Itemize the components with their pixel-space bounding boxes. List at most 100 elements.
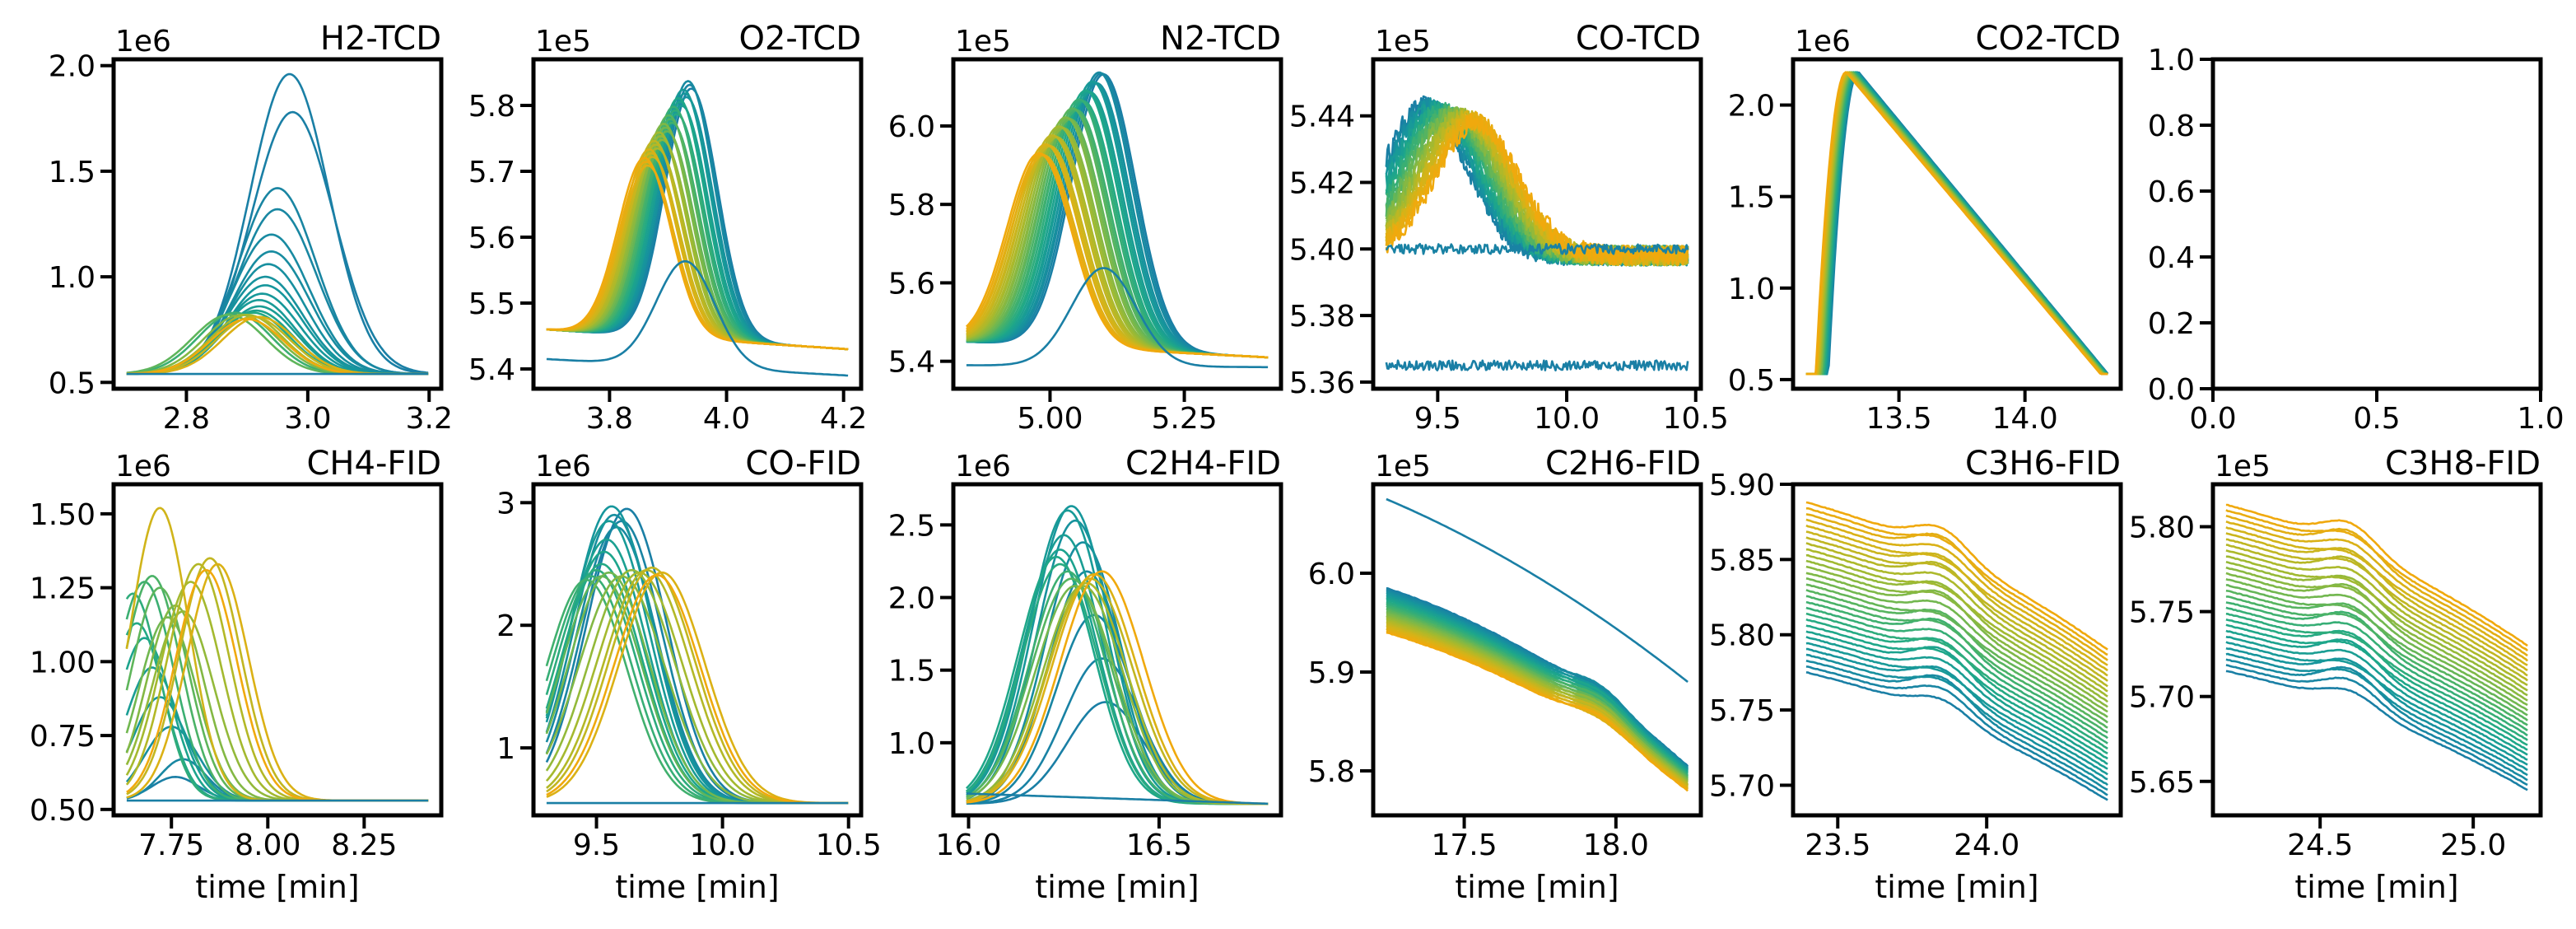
chart-panel-9: 17.5 18.0 5.8 5.9 6.0 1e5 C2H6-FID time [min] [1308, 445, 1703, 905]
series-line-23 [1386, 624, 1689, 788]
axes-frame [951, 482, 1283, 818]
x-axis-label: time [min] [1455, 869, 1619, 905]
y-tick-label: 0.75 [30, 720, 95, 754]
series-line-12 [1386, 607, 1689, 778]
x-tick-label: 10.5 [1663, 402, 1729, 436]
y-tick-label: 5.8 [468, 90, 515, 124]
y-tick-label: 3 [496, 487, 515, 521]
series-line-27 [1805, 71, 2108, 376]
series-line-19 [1386, 618, 1689, 784]
series-line-24 [1385, 359, 1689, 371]
x-tick-label: 8.25 [331, 829, 397, 862]
axis-multiplier: 1e6 [115, 450, 171, 483]
axes-frame [2210, 482, 2543, 818]
series-line-29 [965, 152, 1269, 359]
y-tick-label: 0.4 [2148, 241, 2195, 275]
y-tick-label: 2.5 [888, 509, 935, 543]
y-tick-label: 0.5 [49, 366, 95, 400]
series-group [965, 505, 1269, 805]
y-tick-label: 5.6 [888, 267, 935, 301]
series-line-4 [126, 233, 429, 376]
y-tick-label: 5.85 [1709, 544, 1775, 577]
x-tick-label: 10.5 [816, 829, 882, 862]
chart-title: CO2-TCD [1976, 20, 2121, 58]
y-tick-label: 0.6 [2148, 175, 2195, 209]
y-tick-label: 1.5 [49, 156, 95, 189]
series-line-21 [1805, 548, 2108, 693]
axis-multiplier: 1e6 [1795, 25, 1851, 58]
series-line-23 [1805, 536, 2108, 682]
chart-panel-2: 5.00 5.25 5.4 5.6 5.8 6.0 1e5 N2-TCD [888, 20, 1283, 436]
series-line-29 [546, 156, 849, 351]
axis-multiplier: 1e6 [115, 25, 171, 58]
series-line-30 [966, 267, 1269, 369]
chart-title: N2-TCD [1160, 20, 1281, 58]
series-line-20 [2225, 555, 2528, 692]
axes-frame [1791, 57, 2123, 391]
chart-title: O2-TCD [738, 20, 861, 58]
series-line-2 [1386, 590, 1689, 769]
chart-title: C2H4-FID [1125, 445, 1281, 483]
series-line-11 [1805, 606, 2108, 745]
x-tick-label: 0.0 [2189, 402, 2236, 436]
series-line-29 [2225, 503, 2528, 647]
x-tick-label: 3.8 [586, 402, 633, 436]
series-line-6 [1805, 636, 2108, 770]
series-line-0 [2225, 670, 2528, 791]
y-tick-label: 5.7 [468, 156, 515, 189]
series-line-9 [1386, 601, 1689, 775]
y-tick-label: 5.40 [1289, 233, 1355, 267]
chart-panel-3: 9.5 10.0 10.5 5.36 5.38 5.40 5.42 5.44 1e5 CO-TCD [1289, 20, 1729, 436]
series-line-21 [2225, 549, 2528, 686]
chart-title: CH4-FID [307, 445, 442, 483]
axes-frame [1791, 482, 2123, 818]
y-tick-label: 1.0 [49, 261, 95, 295]
x-axis-label: time [min] [2294, 869, 2458, 905]
axis-multiplier: 1e6 [535, 450, 591, 483]
series-line-15 [2225, 584, 2528, 717]
y-tick-label: 2 [496, 609, 515, 643]
y-tick-label: 1.50 [30, 498, 95, 532]
axis-multiplier: 1e5 [1375, 450, 1431, 483]
series-group [125, 507, 429, 802]
y-tick-label: 5.75 [1709, 694, 1775, 728]
y-tick-label: 5.80 [1709, 619, 1775, 653]
x-tick-label: 3.2 [406, 402, 453, 436]
y-tick-label: 1.00 [30, 646, 95, 679]
series-line-7 [1805, 630, 2108, 765]
series-line-22 [1386, 623, 1689, 787]
x-tick-label: 3.0 [284, 402, 331, 436]
y-tick-label: 1.0 [1728, 273, 1775, 306]
y-tick-label: 5.42 [1289, 166, 1355, 200]
x-tick-label: 5.00 [1017, 402, 1083, 436]
y-tick-label: 0.2 [2148, 307, 2195, 341]
series-line-29 [1805, 501, 2108, 651]
axes-frame [2210, 57, 2543, 391]
y-tick-label: 2.0 [888, 582, 935, 616]
axes-frame [111, 57, 444, 391]
chart-title: H2-TCD [320, 20, 441, 58]
axis-multiplier: 1e5 [2215, 450, 2271, 483]
axis-multiplier: 1e5 [1375, 25, 1431, 58]
chart-panel-11: 24.5 25.0 5.65 5.70 5.75 5.80 1e5 C3H8-FID time … [2129, 445, 2543, 905]
series-line-0 [1805, 671, 2108, 801]
axis-multiplier: 1e5 [955, 25, 1011, 58]
series-line-26 [1386, 629, 1689, 791]
y-tick-label: 5.9 [1308, 656, 1355, 690]
y-tick-label: 0.50 [30, 794, 95, 828]
y-tick-label: 5.90 [1709, 469, 1775, 502]
series-line-26 [1805, 518, 2108, 666]
series-line-14 [2225, 590, 2528, 721]
x-tick-label: 24.0 [1954, 829, 2019, 862]
y-tick-label: 5.4 [888, 346, 935, 380]
x-tick-label: 10.0 [1534, 402, 1600, 436]
y-tick-label: 5.8 [888, 189, 935, 222]
y-tick-label: 2.0 [1728, 90, 1775, 124]
series-line-4 [1386, 593, 1689, 771]
series-line-5 [1805, 642, 2108, 776]
x-tick-label: 9.5 [573, 829, 620, 862]
y-tick-label: 1 [496, 732, 515, 766]
x-tick-label: 5.25 [1151, 402, 1217, 436]
series-line-27 [1386, 631, 1689, 792]
